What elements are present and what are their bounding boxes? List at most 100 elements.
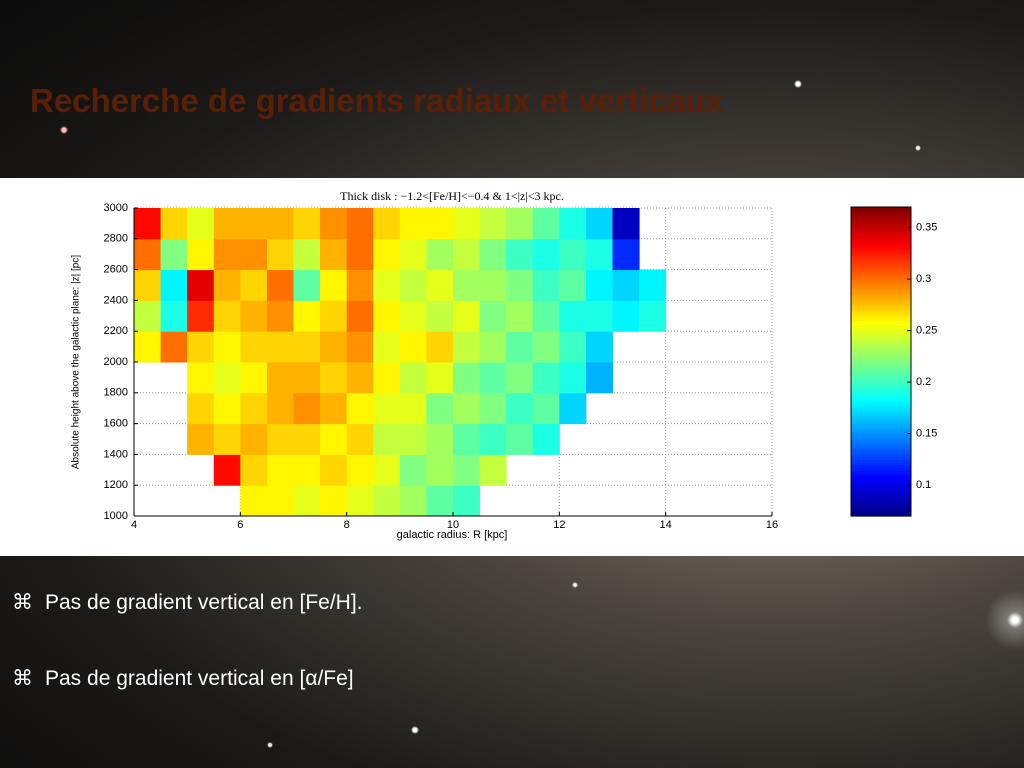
colorbar-segment: [851, 389, 911, 393]
colorbar-segment: [851, 315, 911, 319]
colorbar-segment: [851, 330, 911, 334]
heatmap-cell: [160, 331, 188, 363]
heatmap-cell: [585, 300, 613, 332]
heatmap-cell: [426, 238, 454, 271]
heatmap-cell: [426, 362, 454, 394]
colorbar-segment: [851, 258, 911, 262]
colorbar-segment: [851, 248, 911, 252]
heatmap-cell: [532, 362, 560, 394]
heatmap-cell: [373, 300, 401, 332]
heatmap-cell: [293, 423, 321, 455]
colorbar-segment: [851, 335, 911, 339]
heatmap-cell: [612, 300, 640, 332]
heatmap-cell: [453, 300, 481, 332]
heatmap-cell: [559, 392, 587, 425]
colorbar-segment: [851, 317, 911, 321]
heatmap-cell: [160, 208, 188, 240]
heatmap-cell: [293, 269, 321, 301]
heatmap-cell: [346, 208, 374, 240]
colorbar-segment: [851, 225, 911, 229]
colorbar-segment: [851, 325, 911, 329]
colorbar-segment: [851, 255, 911, 260]
colorbar-segment: [851, 425, 911, 430]
heatmap-cell: [213, 269, 241, 301]
colorbar-segment: [851, 348, 911, 352]
colorbar-segment: [851, 273, 911, 278]
colorbar-segment: [851, 207, 911, 211]
colorbar-segment: [851, 415, 911, 419]
colorbar-segment: [851, 297, 911, 301]
colorbar-segment: [851, 261, 911, 265]
colorbar-segment: [851, 276, 911, 280]
colorbar-segment: [851, 461, 911, 466]
heatmap-cell: [373, 454, 401, 486]
colorbar-segment: [851, 451, 911, 455]
heatmap-cell: [293, 300, 321, 332]
heatmap-cell: [532, 331, 560, 363]
heatmap-cell: [320, 269, 348, 301]
heatmap-cell: [506, 392, 534, 425]
heatmap-cell: [479, 331, 507, 363]
heatmap-cell: [373, 331, 401, 363]
heatmap-cell: [585, 331, 613, 363]
x-tick-label: 12: [553, 519, 565, 531]
colorbar-segment: [851, 513, 911, 517]
heatmap-cell: [479, 454, 507, 486]
colorbar-segment: [851, 307, 911, 311]
colorbar-segment: [851, 431, 911, 435]
colorbar-segment: [851, 474, 911, 478]
y-tick-label: 2600: [104, 264, 128, 276]
colorbar-segment: [851, 495, 911, 499]
colorbar-segment: [851, 253, 911, 257]
colorbar-segment: [851, 250, 911, 254]
heatmap-cell: [187, 238, 215, 271]
colorbar-segment: [851, 240, 911, 244]
heatmap-cell: [453, 238, 481, 271]
colorbar-segment: [851, 472, 911, 476]
heatmap-cell: [453, 392, 481, 425]
heatmap-cell: [293, 454, 321, 486]
heatmap-cell: [266, 208, 294, 240]
slide-title: Recherche de gradients radiaux et vertic…: [30, 82, 724, 119]
heatmap-cell: [320, 331, 348, 363]
colorbar-segment: [851, 266, 911, 270]
colorbar-segment: [851, 212, 911, 216]
colorbar-segment: [851, 235, 911, 239]
heatmap-cell: [373, 269, 401, 301]
colorbar-segment: [851, 485, 911, 489]
heatmap-cell: [453, 485, 481, 517]
heatmap-cell: [320, 300, 348, 332]
x-tick-label: 4: [131, 519, 137, 531]
colorbar-segment: [851, 467, 911, 471]
heatmap-cell: [187, 331, 215, 363]
heatmap-cell: [399, 485, 427, 517]
heatmap-cell: [453, 362, 481, 394]
colorbar-frame: [850, 206, 912, 517]
heatmap-cell: [213, 362, 241, 394]
y-tick-label: 2400: [104, 294, 128, 306]
heatmap-cell: [320, 485, 348, 517]
heatmap-cell: [559, 362, 587, 394]
heatmap-cell: [240, 331, 268, 363]
heatmap-cell: [373, 485, 401, 517]
heatmap-cell: [612, 208, 640, 240]
heatmap-cell: [453, 331, 481, 363]
colorbar-segment: [851, 219, 911, 224]
heatmap-cell: [399, 392, 427, 425]
colorbar-tick-label: 0.35: [916, 222, 937, 234]
heatmap-cell: [373, 208, 401, 240]
heatmap-cell: [399, 362, 427, 394]
heatmap-cell: [240, 423, 268, 455]
colorbar-segment: [851, 284, 911, 288]
colorbar-segment: [851, 333, 911, 337]
colorbar-tick-label: 0.25: [916, 325, 937, 337]
colorbar-segment: [851, 209, 911, 213]
colorbar-segment: [851, 505, 911, 509]
heatmap-cell: [213, 300, 241, 332]
heatmap-cell: [453, 454, 481, 486]
heatmap-cell: [506, 362, 534, 394]
colorbar-segment: [851, 281, 911, 285]
heatmap-cell: [612, 269, 640, 301]
colorbar-segment: [851, 441, 911, 445]
heatmap-cell: [266, 238, 294, 271]
